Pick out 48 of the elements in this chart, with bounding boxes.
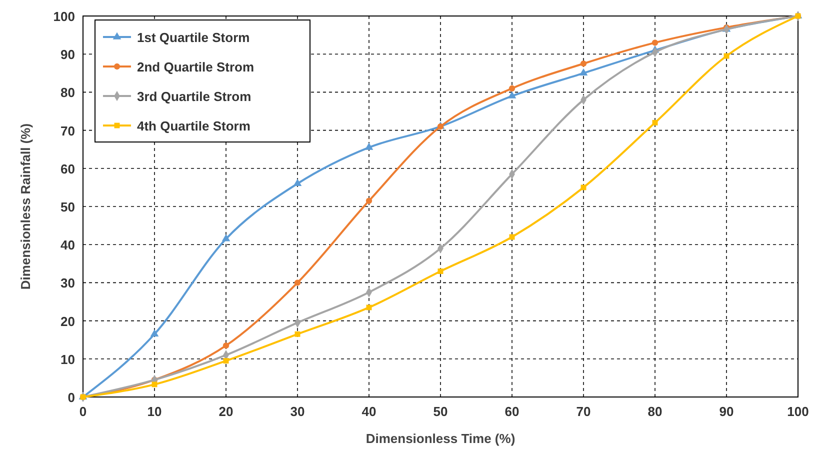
x-tick-label: 40 — [362, 404, 376, 419]
point — [509, 234, 515, 240]
legend-label: 2nd Quartile Strom — [137, 60, 254, 74]
y-tick-label: 40 — [60, 238, 75, 253]
x-tick-label: 0 — [79, 404, 87, 419]
point — [152, 382, 158, 388]
point — [294, 280, 301, 286]
point — [366, 304, 372, 310]
point — [508, 91, 516, 98]
point — [652, 120, 658, 126]
x-axis-title: Dimensionless Time (%) — [366, 431, 516, 446]
legend-label: 3rd Quartile Strom — [137, 89, 252, 104]
point — [580, 184, 586, 190]
point — [222, 342, 230, 349]
y-tick-label: 100 — [53, 9, 75, 24]
point — [294, 331, 300, 337]
point — [579, 68, 588, 76]
point — [222, 234, 230, 242]
y-tick-label: 10 — [60, 352, 75, 367]
point — [364, 142, 374, 150]
x-tick-label: 100 — [787, 404, 809, 419]
y-tick-label: 70 — [60, 123, 75, 138]
y-tick-label: 80 — [60, 85, 75, 100]
legend-label: 1st Quartile Storm — [137, 30, 250, 45]
point — [293, 178, 302, 186]
point — [438, 268, 444, 274]
point — [508, 85, 516, 92]
x-tick-label: 80 — [648, 404, 662, 419]
point — [150, 329, 159, 337]
y-tick-label: 0 — [68, 390, 75, 405]
y-tick-label: 30 — [60, 276, 75, 291]
x-tick-label: 10 — [147, 404, 162, 419]
y-tick-label: 50 — [60, 200, 75, 214]
point — [223, 358, 229, 364]
x-tick-label: 70 — [576, 404, 591, 419]
x-tick-label: 30 — [290, 404, 305, 419]
y-tick-label: 90 — [60, 47, 75, 62]
point — [652, 40, 658, 46]
point — [366, 198, 372, 204]
point — [580, 60, 587, 67]
x-tick-label: 90 — [719, 404, 734, 419]
y-axis-title: Dimensionless Rainfall (%) — [18, 123, 33, 290]
legend-label: 4th Quartile Storm — [137, 118, 250, 134]
x-tick-label: 60 — [504, 404, 520, 419]
x-tick-label: 20 — [218, 404, 234, 419]
x-tick-label: 50 — [433, 404, 448, 419]
y-tick-label: 20 — [60, 314, 75, 329]
y-tick-label: 60 — [60, 161, 75, 176]
